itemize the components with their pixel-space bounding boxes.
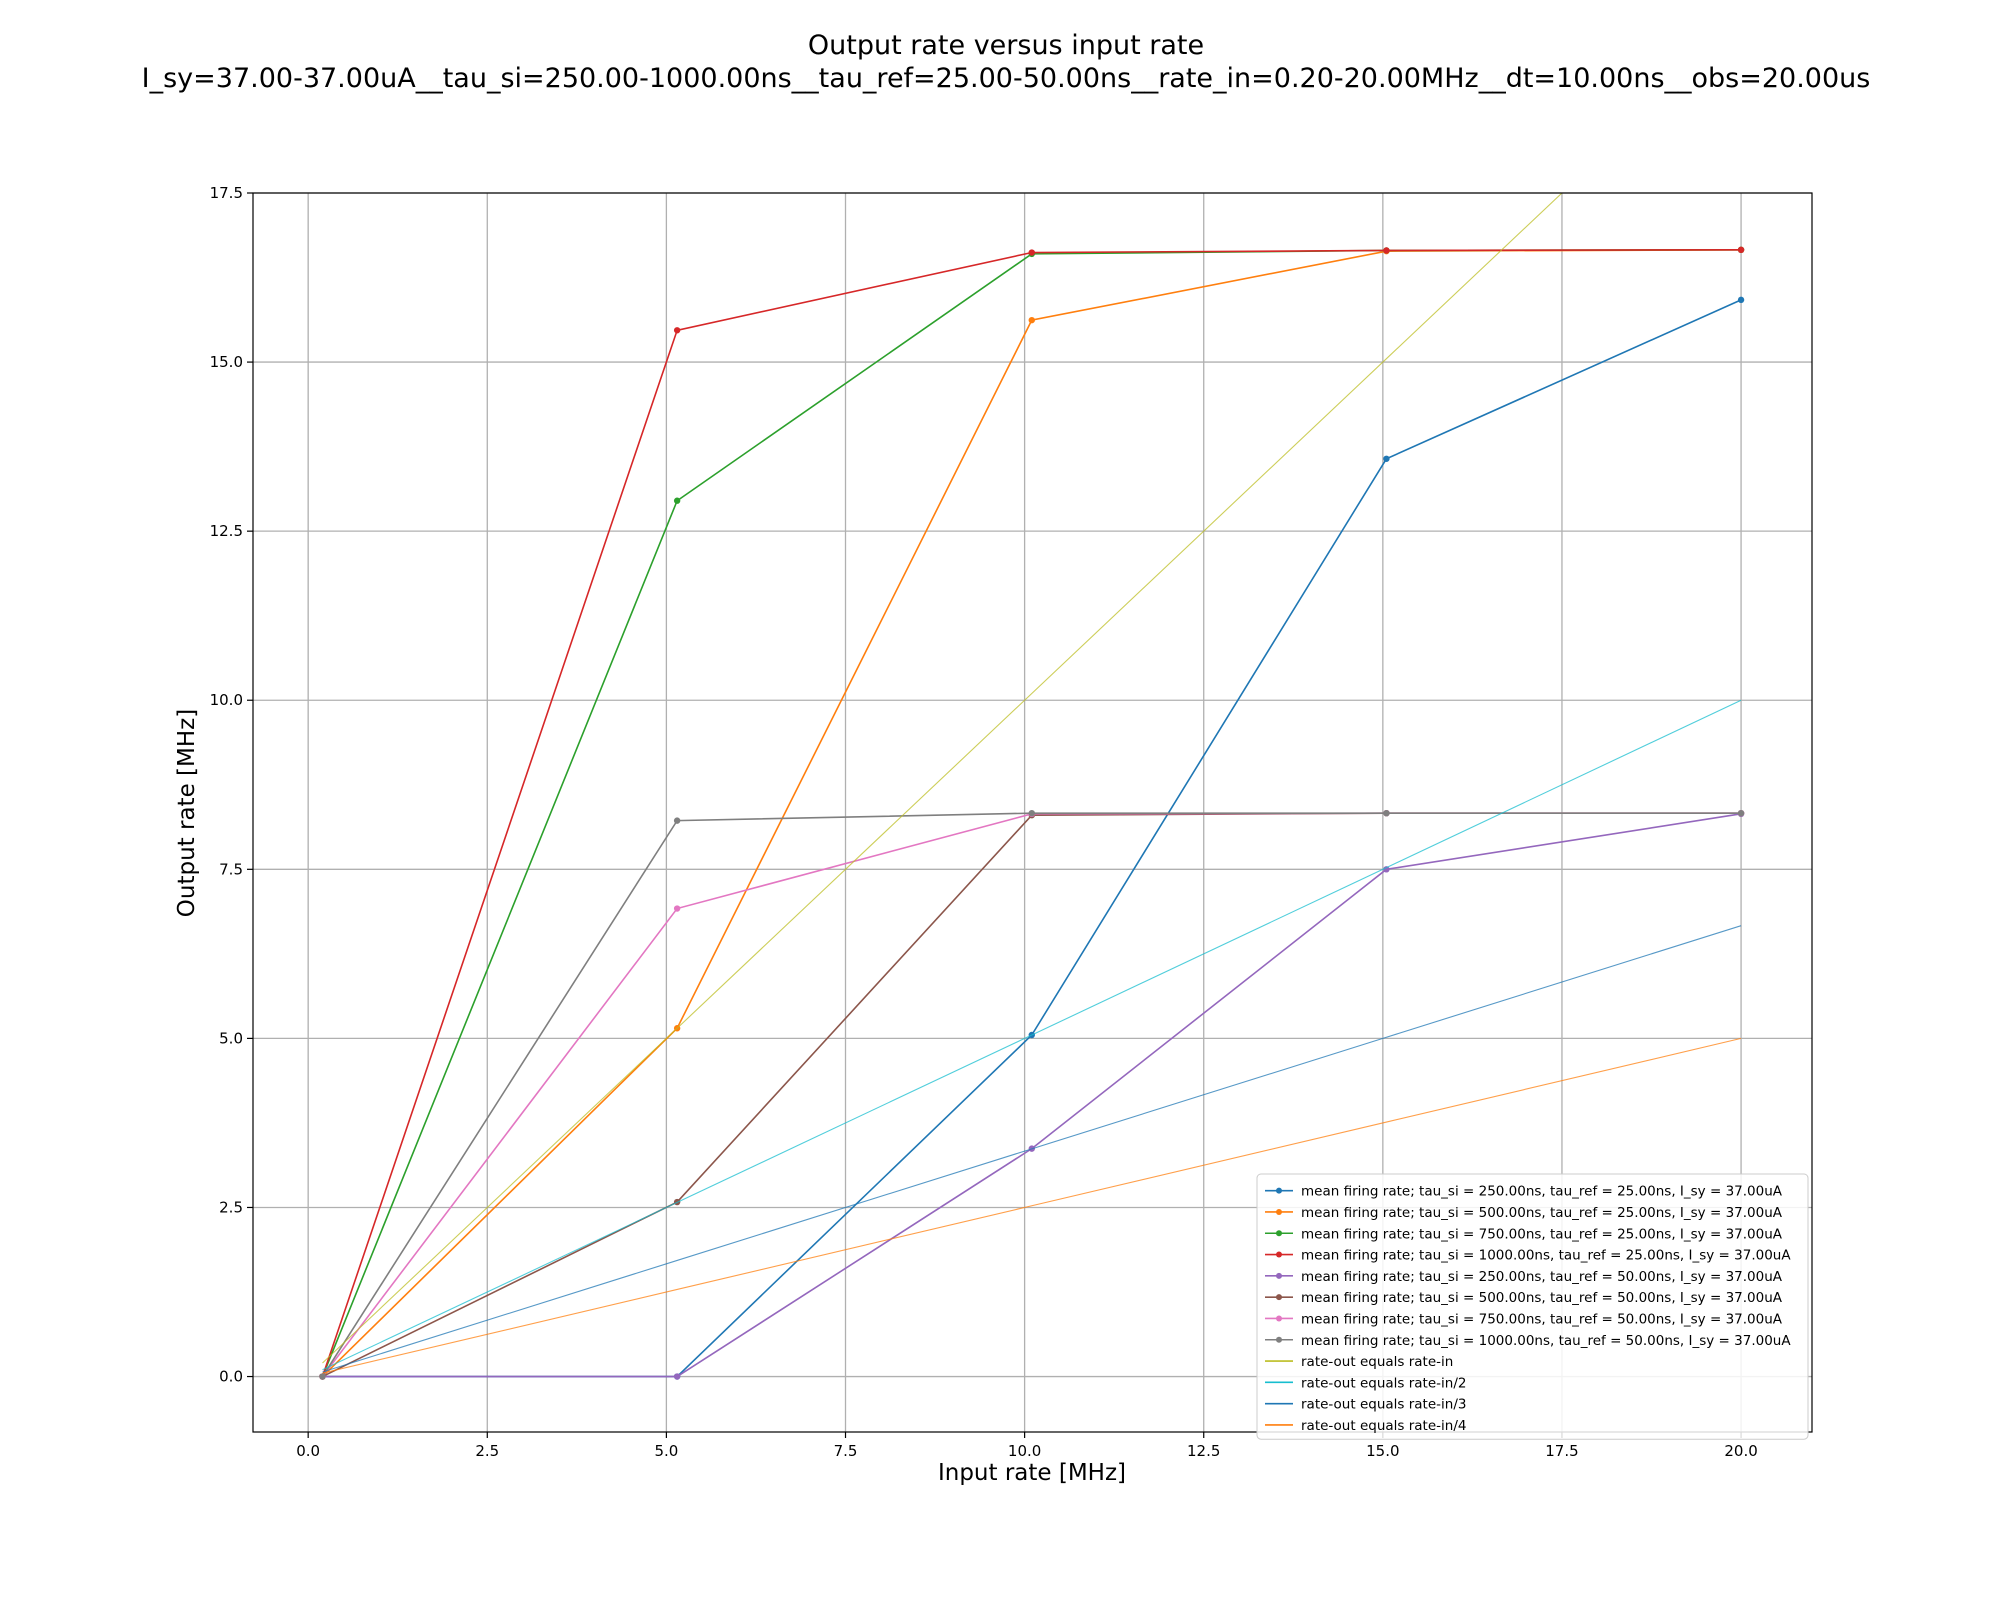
legend-label: mean firing rate; tau_si = 250.00ns, tau… (1301, 1269, 1783, 1285)
legend-label: rate-out equals rate-in (1301, 1354, 1453, 1370)
x-tick-label: 5.0 (654, 1442, 678, 1460)
data-point (1737, 296, 1745, 304)
series-8 (319, 809, 1745, 1380)
x-tick-label: 20.0 (1724, 1442, 1757, 1460)
series-9 (322, 193, 1563, 1364)
series-line (322, 193, 1563, 1364)
chart-subtitle: I_sy=37.00-37.00uA__tau_si=250.00-1000.0… (142, 63, 1871, 94)
series-line (322, 1037, 1742, 1374)
data-point (1028, 249, 1035, 256)
x-tick-label: 17.5 (1545, 1442, 1578, 1460)
x-tick-label: 10.0 (1008, 1442, 1041, 1460)
legend-label: mean firing rate; tau_si = 1000.00ns, ta… (1301, 1248, 1791, 1264)
x-tick-label: 2.5 (475, 1442, 499, 1460)
legend-marker (1276, 1251, 1282, 1258)
data-point (1383, 455, 1390, 462)
legend-item: rate-out equals rate-in/3 (1265, 1397, 1466, 1413)
series-11 (322, 925, 1742, 1373)
legend-marker (1276, 1230, 1282, 1237)
legend-label: mean firing rate; tau_si = 750.00ns, tau… (1301, 1311, 1783, 1327)
chart-title: Output rate versus input rate (808, 30, 1204, 61)
legend-label: mean firing rate; tau_si = 500.00ns, tau… (1301, 1205, 1783, 1221)
y-tick-label: 17.5 (210, 184, 243, 202)
series-10 (322, 699, 1742, 1371)
y-tick-label: 2.5 (219, 1198, 243, 1216)
data-point (319, 1373, 326, 1380)
y-tick-label: 0.0 (219, 1368, 243, 1386)
legend-box (1256, 1173, 1809, 1440)
data-point (673, 497, 681, 504)
legend-marker (1276, 1272, 1282, 1279)
x-tick-label: 0.0 (296, 1442, 320, 1460)
plot-area (319, 193, 1745, 1380)
legend-label: rate-out equals rate-in/4 (1301, 1418, 1466, 1434)
data-point (673, 327, 681, 334)
legend-marker (1276, 1315, 1282, 1322)
legend-item: mean firing rate; tau_si = 250.00ns, tau… (1265, 1269, 1783, 1285)
legend-label: mean firing rate; tau_si = 250.00ns, tau… (1301, 1184, 1783, 1200)
series-line (322, 699, 1742, 1371)
y-tick-label: 10.0 (210, 691, 243, 709)
legend-label: mean firing rate; tau_si = 1000.00ns, ta… (1301, 1333, 1791, 1349)
data-point (1383, 809, 1390, 817)
x-axis-label: Input rate [MHz] (938, 1460, 1126, 1486)
data-point (1028, 316, 1035, 324)
data-point (1028, 809, 1035, 817)
legend-item: rate-out equals rate-in (1265, 1354, 1453, 1370)
ticks: 0.0 2.5 5.0 7.5 10.0 12.5 15.0 17.5 20.0 0.0 2.5 5.… (210, 184, 1758, 1460)
legend-label: rate-out equals rate-in/3 (1301, 1397, 1466, 1413)
y-tick-label: 15.0 (210, 353, 243, 371)
legend-label: mean firing rate; tau_si = 750.00ns, tau… (1301, 1226, 1783, 1242)
x-tick-label: 15.0 (1366, 1442, 1399, 1460)
legend-item: mean firing rate; tau_si = 500.00ns, tau… (1265, 1205, 1783, 1221)
x-tick-label: 7.5 (834, 1442, 858, 1460)
legend-marker (1276, 1294, 1282, 1301)
legend-marker (1276, 1336, 1282, 1343)
data-point (673, 905, 681, 912)
y-tick-label: 7.5 (219, 860, 243, 878)
legend: mean firing rate; tau_si = 250.00ns, tau… (1256, 1173, 1809, 1440)
legend-item: rate-out equals rate-in/4 (1265, 1418, 1466, 1434)
legend-item: mean firing rate; tau_si = 750.00ns, tau… (1265, 1311, 1783, 1327)
legend-item: mean firing rate; tau_si = 1000.00ns, ta… (1265, 1248, 1791, 1264)
series-12 (322, 1037, 1742, 1374)
plot-frame (252, 192, 1813, 1433)
x-tick-label: 12.5 (1187, 1442, 1220, 1460)
data-point (1737, 809, 1745, 817)
legend-label: mean firing rate; tau_si = 500.00ns, tau… (1301, 1290, 1783, 1306)
y-tick-label: 5.0 (219, 1029, 243, 1047)
data-point (1383, 866, 1390, 873)
data-point (673, 817, 681, 824)
legend-marker (1276, 1187, 1282, 1194)
legend-marker (1276, 1208, 1282, 1215)
series-line (322, 925, 1742, 1373)
data-point (1737, 246, 1745, 254)
legend-item: mean firing rate; tau_si = 1000.00ns, ta… (1265, 1333, 1791, 1349)
legend-label: rate-out equals rate-in/2 (1301, 1375, 1466, 1391)
legend-item: mean firing rate; tau_si = 750.00ns, tau… (1265, 1226, 1783, 1242)
data-point (673, 1373, 681, 1380)
y-axis-label: Output rate [MHz] (174, 709, 200, 917)
y-tick-label: 12.5 (210, 522, 243, 540)
legend-item: mean firing rate; tau_si = 250.00ns, tau… (1265, 1184, 1783, 1200)
data-point (1383, 247, 1390, 254)
legend-item: mean firing rate; tau_si = 500.00ns, tau… (1265, 1290, 1783, 1306)
legend-item: rate-out equals rate-in/2 (1265, 1375, 1466, 1391)
